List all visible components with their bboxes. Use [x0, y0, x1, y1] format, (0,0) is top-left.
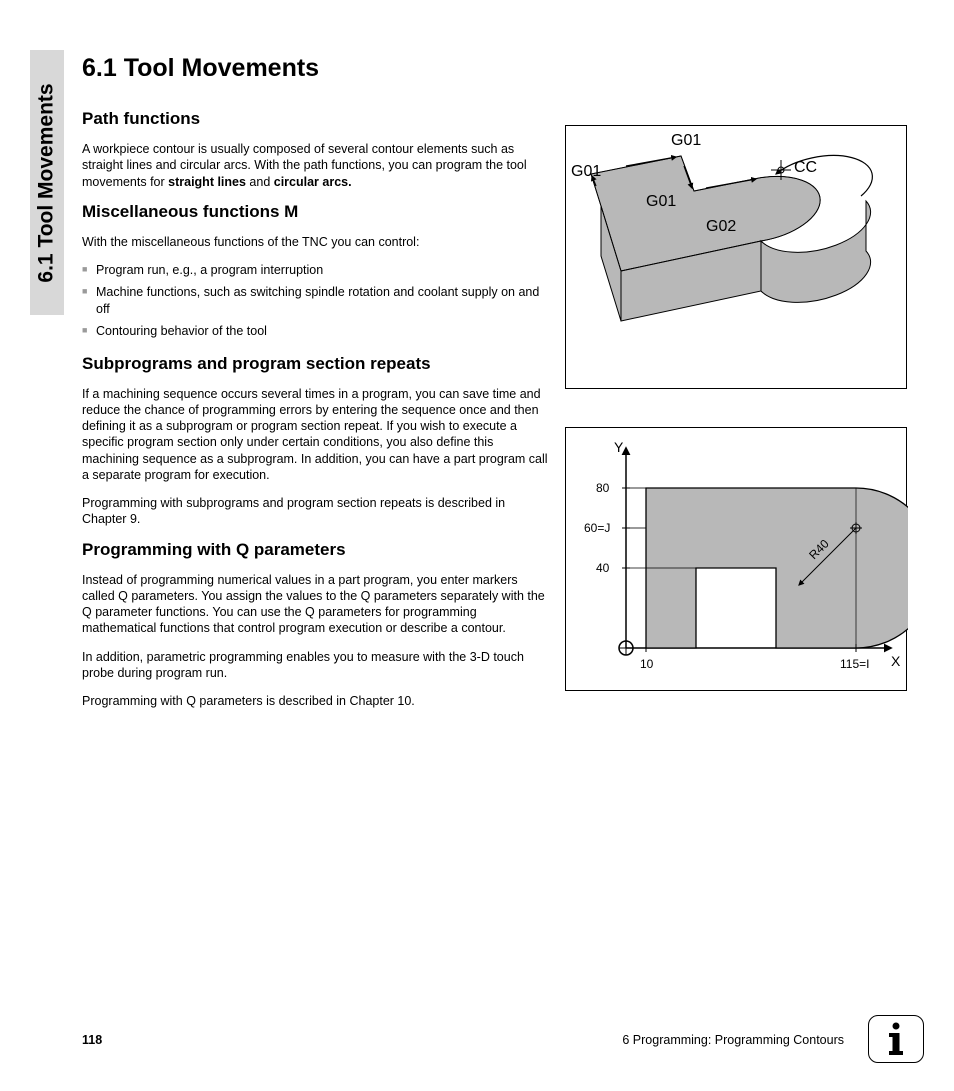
- chapter-label: 6 Programming: Programming Contours: [622, 1033, 844, 1047]
- sub-paragraph-1: If a machining sequence occurs several t…: [82, 386, 552, 484]
- misc-paragraph: With the miscellaneous functions of the …: [82, 234, 552, 250]
- list-item: Program run, e.g., a program interruptio…: [82, 262, 552, 279]
- axis-y: Y: [614, 439, 624, 455]
- label-g01: G01: [571, 163, 601, 180]
- heading-q: Programming with Q parameters: [82, 540, 552, 560]
- label-g02: G02: [706, 218, 736, 235]
- figure-2d-contour: X Y 80 60=J 40 10 115=I: [565, 427, 907, 691]
- main-content: 6.1 Tool Movements Path functions A work…: [82, 54, 552, 721]
- label-g01: G01: [671, 132, 701, 149]
- heading-misc: Miscellaneous functions M: [82, 202, 552, 222]
- ytick: 40: [596, 561, 610, 575]
- xtick: 115=I: [840, 657, 869, 671]
- xtick: 10: [640, 657, 654, 671]
- misc-list: Program run, e.g., a program interruptio…: [82, 262, 552, 340]
- label-g01: G01: [646, 193, 676, 210]
- page-number: 118: [82, 1033, 102, 1047]
- list-item: Machine functions, such as switching spi…: [82, 284, 552, 318]
- axis-x: X: [891, 653, 901, 669]
- heading-path: Path functions: [82, 109, 552, 129]
- text-bold: circular arcs.: [274, 175, 352, 189]
- heading-sub: Subprograms and program section repeats: [82, 354, 552, 374]
- label-cc: CC: [794, 159, 817, 176]
- ytick: 60=J: [584, 521, 610, 535]
- text: and: [246, 175, 274, 189]
- side-tab-label: 6.1 Tool Movements: [35, 83, 59, 282]
- text-bold: straight lines: [168, 175, 246, 189]
- page-title: 6.1 Tool Movements: [82, 54, 552, 83]
- q-paragraph-1: Instead of programming numerical values …: [82, 572, 552, 637]
- q-paragraph-2: In addition, parametric programming enab…: [82, 649, 552, 682]
- path-paragraph: A workpiece contour is usually composed …: [82, 141, 552, 190]
- ytick: 80: [596, 481, 610, 495]
- figure-3d-part: G01 G01 G01 G02 CC: [565, 125, 907, 389]
- page-footer: 118 6 Programming: Programming Contours: [82, 1033, 844, 1047]
- sub-paragraph-2: Programming with subprograms and program…: [82, 495, 552, 528]
- info-icon: [868, 1015, 924, 1063]
- q-paragraph-3: Programming with Q parameters is describ…: [82, 693, 552, 709]
- side-tab: 6.1 Tool Movements: [30, 50, 64, 315]
- list-item: Contouring behavior of the tool: [82, 323, 552, 340]
